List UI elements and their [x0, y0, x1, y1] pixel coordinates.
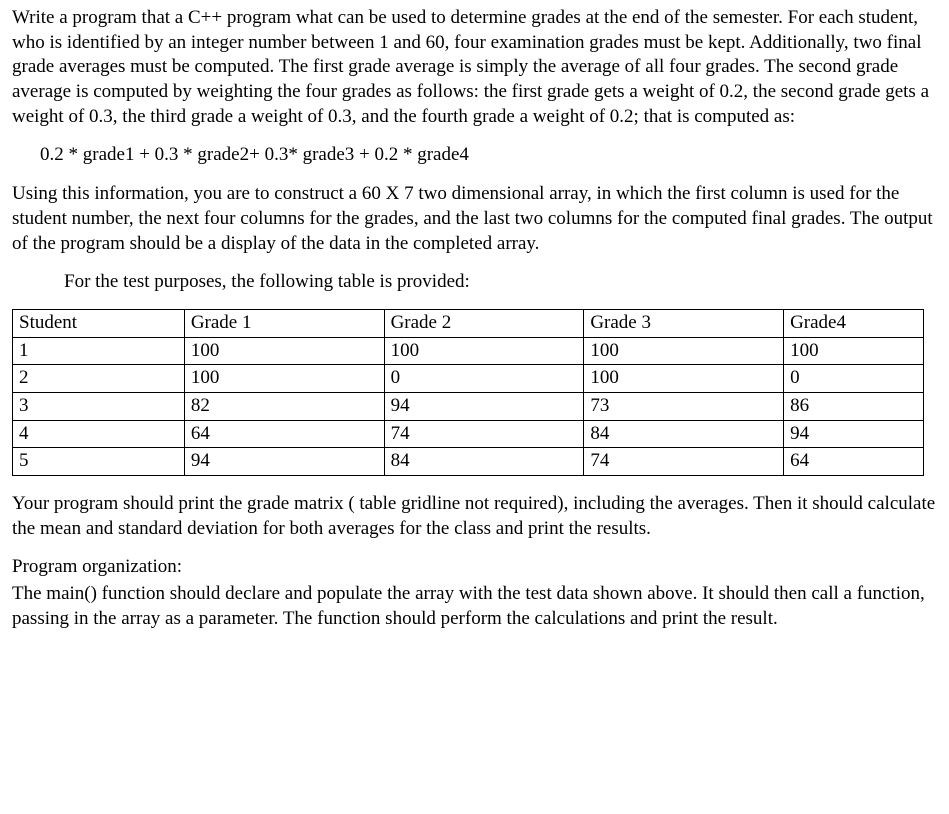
- col-header-grade2: Grade 2: [384, 309, 584, 337]
- intro-paragraph: Write a program that a C++ program what …: [12, 6, 937, 129]
- col-header-grade1: Grade 1: [184, 309, 384, 337]
- cell-grade2: 74: [384, 420, 584, 448]
- cell-grade1: 64: [184, 420, 384, 448]
- cell-grade2: 94: [384, 392, 584, 420]
- col-header-grade3: Grade 3: [584, 309, 784, 337]
- cell-grade1: 94: [184, 448, 384, 476]
- cell-student: 2: [13, 365, 185, 393]
- cell-grade4: 0: [784, 365, 924, 393]
- cell-grade3: 84: [584, 420, 784, 448]
- program-organization-body: The main() function should declare and p…: [12, 582, 937, 631]
- table-row: 1 100 100 100 100: [13, 337, 924, 365]
- cell-grade3: 73: [584, 392, 784, 420]
- table-row: 3 82 94 73 86: [13, 392, 924, 420]
- table-header-row: Student Grade 1 Grade 2 Grade 3 Grade4: [13, 309, 924, 337]
- cell-student: 3: [13, 392, 185, 420]
- output-requirements-paragraph: Your program should print the grade matr…: [12, 492, 937, 541]
- cell-grade4: 86: [784, 392, 924, 420]
- col-header-grade4: Grade4: [784, 309, 924, 337]
- cell-student: 1: [13, 337, 185, 365]
- cell-grade1: 82: [184, 392, 384, 420]
- test-data-intro: For the test purposes, the following tab…: [64, 270, 937, 295]
- col-header-student: Student: [13, 309, 185, 337]
- cell-grade1: 100: [184, 337, 384, 365]
- table-row: 4 64 74 84 94: [13, 420, 924, 448]
- array-description-paragraph: Using this information, you are to const…: [12, 182, 937, 256]
- cell-grade3: 74: [584, 448, 784, 476]
- grades-table: Student Grade 1 Grade 2 Grade 3 Grade4 1…: [12, 309, 924, 476]
- cell-grade4: 94: [784, 420, 924, 448]
- cell-grade2: 84: [384, 448, 584, 476]
- cell-grade4: 100: [784, 337, 924, 365]
- table-row: 2 100 0 100 0: [13, 365, 924, 393]
- cell-grade4: 64: [784, 448, 924, 476]
- cell-grade1: 100: [184, 365, 384, 393]
- cell-student: 5: [13, 448, 185, 476]
- program-organization-heading: Program organization:: [12, 555, 937, 580]
- cell-grade3: 100: [584, 337, 784, 365]
- cell-grade2: 100: [384, 337, 584, 365]
- weighted-average-formula: 0.2 * grade1 + 0.3 * grade2+ 0.3* grade3…: [40, 143, 937, 168]
- cell-grade2: 0: [384, 365, 584, 393]
- cell-grade3: 100: [584, 365, 784, 393]
- cell-student: 4: [13, 420, 185, 448]
- table-row: 5 94 84 74 64: [13, 448, 924, 476]
